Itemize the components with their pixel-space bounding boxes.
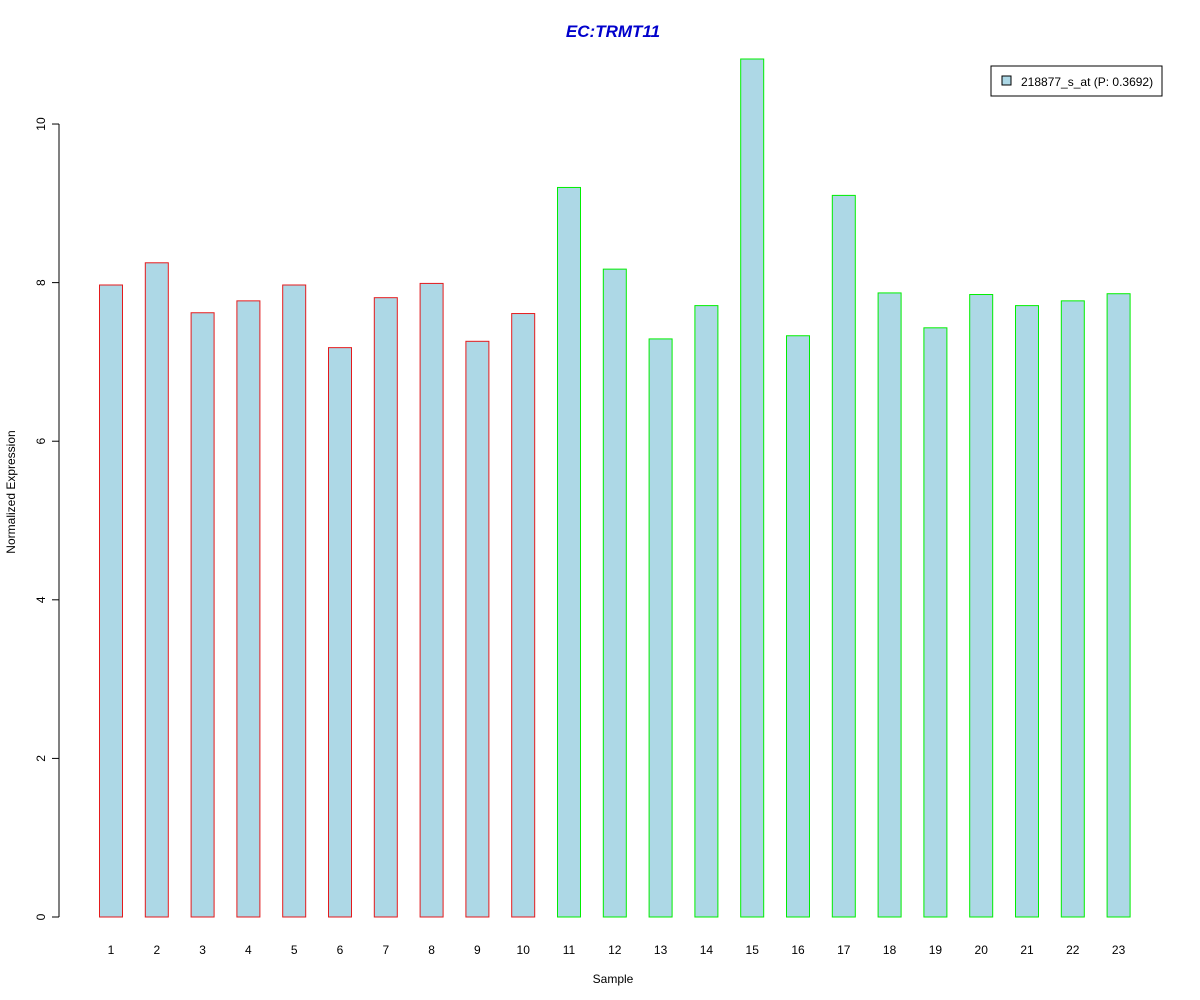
- x-tick-label: 23: [1112, 943, 1126, 957]
- x-tick-label: 16: [791, 943, 805, 957]
- x-tick-label: 6: [337, 943, 344, 957]
- legend-label: 218877_s_at (P: 0.3692): [1021, 75, 1153, 89]
- x-tick-label: 10: [517, 943, 531, 957]
- x-tick-label: 17: [837, 943, 851, 957]
- legend-swatch: [1001, 75, 1012, 86]
- legend-box: [990, 65, 1163, 97]
- bar: [99, 284, 123, 918]
- bar: [969, 294, 994, 918]
- bar: [602, 268, 627, 918]
- x-tick-label: 13: [654, 943, 668, 957]
- x-tick-label: 7: [382, 943, 389, 957]
- x-tick-label: 9: [474, 943, 481, 957]
- x-tick-label: 1: [108, 943, 115, 957]
- bar: [1106, 293, 1131, 918]
- x-tick-label: 15: [746, 943, 760, 957]
- x-tick-label: 14: [700, 943, 714, 957]
- bar: [511, 313, 536, 918]
- x-tick-label: 3: [199, 943, 206, 957]
- bar: [1060, 300, 1085, 918]
- y-axis: 0 2 4 6 8 10: [34, 117, 60, 920]
- bar: [282, 284, 307, 918]
- bar: [328, 347, 352, 918]
- x-tick-label: 19: [929, 943, 943, 957]
- y-tick-label: 2: [34, 755, 48, 762]
- y-tick-label: 4: [34, 596, 48, 603]
- bar: [419, 282, 444, 918]
- bar: [923, 327, 948, 918]
- bar: [786, 335, 810, 918]
- x-tick-label: 5: [291, 943, 298, 957]
- bar: [831, 194, 856, 918]
- x-tick-label: 12: [608, 943, 622, 957]
- x-tick-label: 20: [975, 943, 989, 957]
- y-tick-label: 0: [34, 913, 48, 920]
- chart-title: EC:TRMT11: [566, 22, 660, 41]
- bar: [877, 292, 902, 918]
- x-axis-labels: 1 2 3 4 5 6 7 8 9 10 11 12 13 14 15 16 17 18 19 20 21 22 23: [108, 943, 1126, 957]
- bar-series: [99, 58, 1131, 918]
- bar: [694, 305, 719, 918]
- bar: [236, 300, 261, 918]
- bar: [373, 297, 398, 918]
- x-tick-label: 4: [245, 943, 252, 957]
- y-tick-label: 6: [34, 438, 48, 445]
- y-tick-label: 8: [34, 279, 48, 286]
- bar: [740, 58, 765, 918]
- bar: [648, 338, 673, 918]
- bar: [190, 312, 215, 918]
- y-axis-title: Normalized Expression: [4, 430, 18, 553]
- x-axis-title: Sample: [593, 972, 634, 986]
- x-tick-label: 18: [883, 943, 897, 957]
- x-tick-label: 2: [153, 943, 160, 957]
- x-tick-label: 11: [563, 943, 576, 957]
- x-tick-label: 8: [428, 943, 435, 957]
- bar: [465, 340, 490, 918]
- x-tick-label: 21: [1020, 943, 1034, 957]
- bar: [557, 186, 581, 918]
- x-tick-label: 22: [1066, 943, 1080, 957]
- bar: [1015, 305, 1039, 918]
- bar: [144, 262, 169, 918]
- y-tick-label: 10: [34, 117, 48, 131]
- legend: 218877_s_at (P: 0.3692): [990, 65, 1163, 97]
